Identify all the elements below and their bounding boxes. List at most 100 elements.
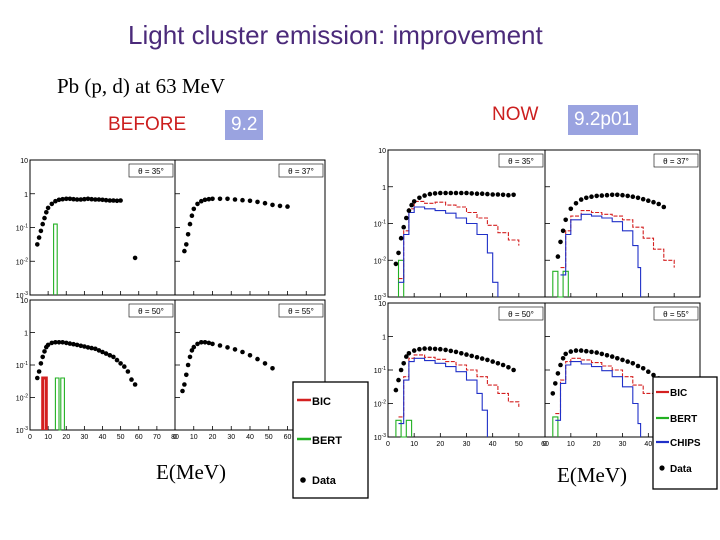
before-panel-2-data-point	[262, 200, 268, 206]
before-panel-3-data-point	[78, 343, 84, 349]
now-panel-4-data-point	[555, 371, 561, 376]
now-panel-4-data-point	[646, 369, 651, 375]
now-panel-3-ytick-label: 1	[382, 335, 386, 342]
now-panel-2-data-point	[604, 192, 610, 198]
now-panel-3-data-point	[511, 367, 516, 373]
now-panel-4-data-point	[599, 351, 605, 357]
before-panel-1-data-point	[111, 198, 116, 203]
before-panel-2-data-point	[199, 198, 204, 204]
now-panel-2-data-point	[578, 197, 584, 202]
now-panel-4-data-point	[550, 391, 556, 396]
now-panel-3-data-point	[417, 346, 422, 352]
before-panel-3-ytick-label: 10-1	[16, 361, 28, 370]
now-panel-1-data-point	[506, 192, 511, 198]
now-panel-1-ytick-label: 10-3	[374, 293, 386, 302]
now-panel-4-data-point	[625, 359, 630, 364]
before-panel-3-frame	[29, 299, 176, 431]
before-panel-4-data-point	[262, 361, 268, 366]
before-panel-3-data-point	[122, 364, 127, 369]
legend-before-bert-label: BERT	[312, 435, 342, 447]
now-panel-1-data-point	[453, 190, 459, 196]
now-panel-3-angle-label: θ = 50°	[508, 310, 534, 319]
now-panel-2-data-point	[599, 193, 605, 198]
before-panel-3-data-point	[64, 340, 69, 346]
now-panel-3-data-point	[453, 349, 459, 355]
before-panel-3-ytick-label: 10-3	[16, 426, 28, 435]
now-panel-3-data-point	[406, 351, 412, 356]
now-panel-3-ytick-label: 10-3	[374, 433, 386, 442]
now-panel-3-xtick-label: 30	[463, 441, 471, 448]
now-panel-4-xtick-label: 30	[619, 441, 627, 448]
now-panel-4-data-point	[594, 350, 599, 355]
now-panel-3-ytick-label: 10-1	[374, 366, 386, 375]
before-panel-3-data-point	[93, 346, 98, 352]
now-panel-1-data-point	[511, 192, 516, 198]
before-panel-1-data-point	[100, 197, 105, 203]
now-panel-1-data-point	[500, 192, 506, 198]
before-panel-4-angle-box	[278, 303, 324, 318]
before-panel-3-data-point	[103, 351, 109, 356]
before-panel-4-data-point	[185, 362, 191, 368]
before-panel-1-angle-label: θ = 35°	[138, 167, 164, 176]
before-panel-1-ytick-label: 10-1	[16, 224, 28, 233]
now-panel-2-data-point	[609, 192, 615, 198]
now-panel-1-data-point	[490, 192, 496, 197]
now-panel-2-data-point	[594, 193, 599, 199]
before-panel-3-data-point	[49, 340, 55, 346]
before-panel-3-data-point	[74, 342, 80, 348]
before-panel-3-data-point	[38, 361, 44, 366]
now-panel-1-data-point	[474, 191, 480, 196]
now-panel-4-data-point	[558, 362, 563, 368]
before-panel-3-xtick-label: 70	[153, 434, 161, 441]
before-panel-3-xtick-label: 20	[62, 434, 70, 441]
before-panel-1-ytick-label: 10-2	[16, 257, 28, 266]
now-panel-4-data-point	[584, 348, 589, 354]
before-panel-2-data-point	[189, 213, 195, 218]
now-panel-2-data-point	[573, 201, 579, 206]
before-panel-3-xtick-label: 60	[135, 434, 143, 441]
now-panel-3-data-point	[422, 346, 427, 351]
now-panel-4-data-point	[630, 361, 636, 366]
before-panel-2-frame	[174, 159, 326, 296]
before-panel-2-data-point	[277, 203, 283, 209]
now-panel-3-xtick-label: 60	[541, 441, 549, 448]
now-panel-2-data-point	[563, 217, 568, 223]
now-panel-2-bert-curve	[552, 270, 569, 298]
before-panel-1-data-point	[64, 196, 69, 202]
now-panel-1-data-point	[427, 191, 433, 197]
before-panel-1-data-point	[103, 197, 109, 203]
before-panel-2-data-point	[255, 199, 260, 205]
now-panel-3-angle-box	[498, 306, 544, 321]
before-panel-3-data-point	[53, 340, 58, 345]
before-panel-1-data-point	[44, 210, 49, 215]
now-panel-4-angle-label: θ = 55°	[663, 310, 689, 319]
before-panel-3-xtick-label: 30	[80, 434, 88, 441]
before-panel-1-data-point	[45, 205, 51, 211]
before-panel-3-data-point	[36, 369, 42, 374]
before-panel-3-xtick-label: 80	[171, 434, 179, 441]
before-panel-1-data-point	[85, 196, 91, 202]
now-panel-3-data-point	[396, 377, 401, 383]
before-panel-3-data-point	[60, 340, 65, 345]
before-panel-1-data-point	[78, 197, 84, 202]
now-panel-4-xtick-label: 10	[567, 441, 575, 448]
before-panel-3-data-point	[114, 357, 120, 363]
now-panel-1-ytick-label: 10	[378, 148, 386, 155]
before-panel-3-angle-box	[128, 303, 174, 318]
now-panel-1-data-point	[396, 250, 401, 256]
before-panel-2-angle-label: θ = 37°	[288, 167, 314, 176]
legend-now-box	[652, 376, 718, 490]
before-panel-3-data-point	[118, 361, 123, 366]
now-panel-3-data-point	[485, 357, 490, 363]
now-panel-3-bert-curve	[395, 419, 413, 438]
before-panel-3-ytick-label: 1	[24, 331, 28, 338]
before-panel-4-xtick-label: 60	[284, 434, 292, 441]
now-panel-3-data-point	[432, 346, 438, 352]
now-panel-3-data-point	[404, 354, 409, 359]
now-panel-4-data-point	[589, 349, 594, 355]
before-panel-2-data-point	[270, 202, 275, 208]
now-panel-2-data-point	[630, 194, 636, 199]
now-panel-1-data-point	[479, 191, 485, 196]
legend-before-bic-label: BIC	[312, 396, 331, 408]
before-panel-3-data-point	[71, 341, 76, 347]
